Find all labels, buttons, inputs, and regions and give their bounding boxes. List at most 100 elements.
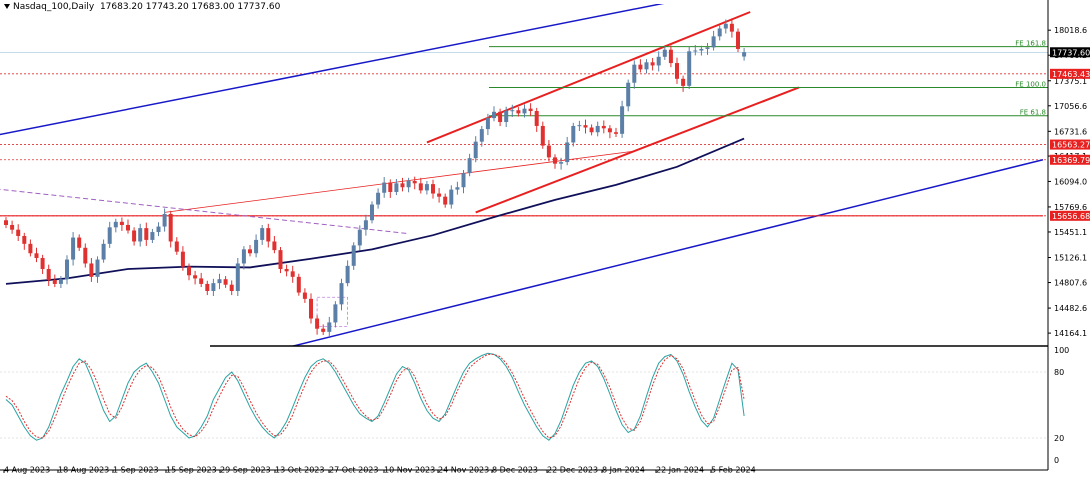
candle-body — [138, 228, 143, 242]
price-tag-box — [1050, 47, 1090, 58]
price-tick-label: 17375.1 — [1054, 77, 1087, 86]
price-tag-box — [1050, 139, 1090, 150]
candle-body — [388, 182, 393, 192]
candle-body — [614, 132, 618, 134]
price-tag-box — [1050, 210, 1090, 221]
time-tick-label: 15 Sep 2023 — [166, 466, 217, 475]
ohlc-label: 17683.20 17743.20 17683.00 17737.60 — [99, 2, 281, 12]
candle-body — [144, 228, 149, 240]
candle-body — [187, 266, 191, 276]
candle-body — [162, 213, 167, 227]
purple-dashed-trend — [0, 188, 409, 235]
price-tick-label: 15769.6 — [1054, 203, 1087, 212]
candle-body — [321, 328, 326, 332]
candle-body — [449, 189, 454, 205]
stoch_signal-line — [5, 353, 745, 439]
candle-body — [107, 227, 112, 244]
candle-body — [516, 110, 521, 114]
candle-body — [705, 47, 710, 49]
candle-body — [95, 259, 100, 277]
candle-body — [601, 125, 606, 129]
candle-body — [699, 48, 704, 51]
candle-body — [656, 56, 661, 66]
candle-body — [473, 141, 478, 159]
price-tick-label: 17056.6 — [1054, 102, 1087, 111]
candle-body — [223, 279, 228, 285]
time-tick-label: 1 Sep 2023 — [113, 466, 159, 475]
price-tag-label: 16563.27 — [1052, 141, 1090, 150]
candle-body — [400, 183, 405, 188]
candle-body — [211, 283, 216, 291]
candle-body — [650, 62, 655, 66]
time-tick-label: 27 Oct 2023 — [329, 466, 378, 475]
time-tick-label: 5 Feb 2024 — [711, 466, 756, 475]
fib-level-label: FE 161.8 — [1015, 40, 1046, 48]
time-tick-label: 29 Sep 2023 — [220, 466, 271, 475]
candle-body — [498, 111, 503, 123]
price-tick-label: 15126.1 — [1054, 254, 1087, 263]
chart-header: Nasdaq_100,Daily 17683.20 17743.20 17683… — [4, 2, 280, 12]
candle-body — [589, 127, 594, 133]
candle-body — [638, 64, 643, 70]
candle-body — [333, 304, 338, 323]
candle-body — [510, 110, 515, 112]
candle-body — [174, 241, 179, 252]
candle-body — [424, 184, 429, 191]
candle-body — [22, 235, 27, 244]
candle-body — [65, 259, 69, 280]
fib-level-label: FE 61.8 — [1020, 109, 1046, 117]
candle-body — [309, 298, 313, 319]
candle-body — [235, 263, 240, 291]
candle-body — [290, 271, 295, 277]
candle-body — [363, 220, 368, 230]
candle-body — [229, 284, 234, 291]
price-tick-label: 14482.6 — [1054, 304, 1087, 313]
candle-body — [443, 196, 448, 205]
time-tick-label: 8 Dec 2023 — [492, 466, 538, 475]
candle-body — [351, 245, 356, 266]
time-tick-label: 22 Dec 2023 — [547, 466, 598, 475]
candle-body — [583, 125, 588, 128]
blue-lower-channel — [290, 159, 1044, 346]
moving-average-line — [5, 137, 745, 285]
price-tag-box — [1050, 154, 1090, 165]
candle-body — [418, 183, 423, 191]
candle-body — [662, 49, 667, 57]
candle-body — [260, 228, 265, 240]
candle-body — [687, 51, 692, 86]
candle-body — [193, 275, 198, 279]
candle-body — [479, 129, 484, 142]
symbol-label: Nasdaq_100,Daily — [13, 2, 95, 12]
candle-body — [540, 125, 545, 146]
candle-body — [742, 52, 747, 57]
purple-box — [316, 296, 349, 327]
candle-body — [205, 283, 210, 291]
fib-level-label: FE 100.0 — [1015, 80, 1046, 88]
candle-body — [485, 118, 490, 130]
candle-body — [723, 23, 728, 29]
candle-body — [461, 173, 466, 188]
blue-upper-channel — [0, 4, 665, 136]
time-tick-label: 10 Nov 2023 — [384, 466, 435, 475]
price-tick-label: 16731.6 — [1054, 127, 1087, 136]
price-tag-box — [1050, 68, 1090, 79]
candle-body — [492, 111, 496, 119]
candle-body — [83, 247, 88, 264]
candle-body — [595, 125, 600, 133]
candle-body — [376, 192, 381, 205]
candle-body — [711, 36, 716, 48]
candle-body — [681, 78, 686, 86]
candle-body — [40, 257, 45, 269]
candle-body — [16, 229, 21, 236]
candle-body — [382, 182, 387, 193]
candle-body — [327, 322, 332, 332]
time-tick-label: 18 Aug 2023 — [58, 466, 109, 475]
candle-body — [278, 250, 283, 269]
candle-body — [504, 111, 509, 123]
collapse-triangle-icon[interactable] — [4, 4, 10, 9]
candle-body — [406, 180, 411, 188]
candle-body — [266, 228, 271, 242]
candle-body — [644, 62, 649, 70]
